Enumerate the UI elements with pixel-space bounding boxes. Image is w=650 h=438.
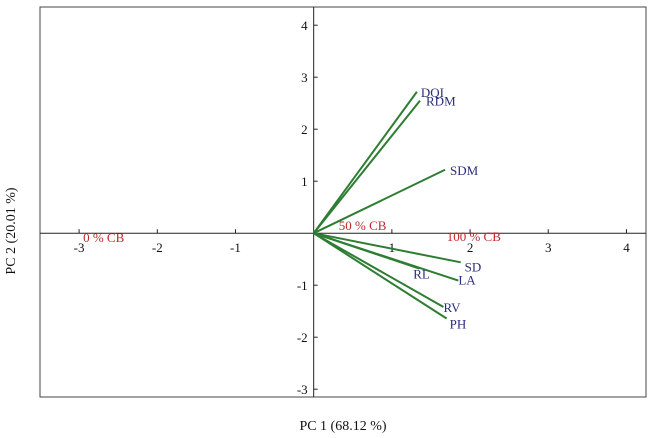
y-tick-label: -3 bbox=[297, 382, 308, 397]
vector-rdm bbox=[312, 99, 421, 234]
plot-frame bbox=[39, 6, 647, 398]
y-tick-label: 1 bbox=[301, 174, 308, 189]
treatment-label-3: 100 % CB bbox=[447, 229, 502, 244]
x-tick-label: -2 bbox=[152, 240, 163, 255]
y-tick-label: -1 bbox=[297, 278, 308, 293]
x-tick-label: -1 bbox=[230, 240, 241, 255]
vector-label-la: LA bbox=[458, 273, 476, 288]
x-tick-label: 4 bbox=[623, 240, 630, 255]
vector-dqi bbox=[312, 91, 418, 234]
x-tick-label: -3 bbox=[74, 240, 85, 255]
x-axis-title: PC 1 (68.12 %) bbox=[299, 419, 386, 434]
treatment-label-2: 50 % CB bbox=[339, 218, 387, 233]
vector-label-rl: RL bbox=[413, 267, 430, 282]
vector-sd bbox=[313, 232, 461, 264]
x-tick-label: 2 bbox=[467, 240, 474, 255]
treatment-label-1: 0 % CB bbox=[83, 230, 125, 245]
x-tick-label: 3 bbox=[545, 240, 552, 255]
vector-label-rdm: RDM bbox=[426, 94, 456, 109]
vector-rl bbox=[313, 232, 420, 270]
y-tick-label: 4 bbox=[301, 18, 308, 33]
vector-label-rv: RV bbox=[443, 300, 461, 315]
vector-sdm bbox=[313, 168, 446, 235]
vector-label-ph: PH bbox=[450, 316, 467, 331]
y-tick-label: 3 bbox=[301, 70, 308, 85]
vector-label-dqi: DQI bbox=[421, 85, 444, 100]
vector-label-sdm: SDM bbox=[450, 163, 479, 178]
y-tick-label: -2 bbox=[297, 330, 308, 345]
vector-rv bbox=[313, 232, 444, 308]
vector-ph bbox=[313, 232, 448, 320]
y-axis-title: PC 2 (20.01 %) bbox=[4, 187, 19, 274]
vector-label-sd: SD bbox=[465, 259, 482, 274]
variable-vectors bbox=[312, 91, 461, 320]
y-tick-label: 2 bbox=[301, 122, 308, 137]
